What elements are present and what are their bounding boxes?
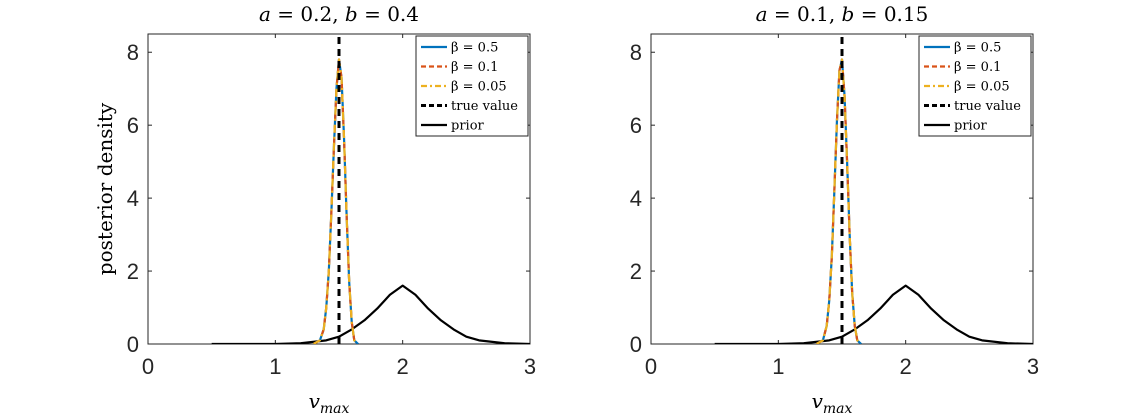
legend-label: β = 0.05: [954, 80, 1010, 95]
x-tick-label: 3: [524, 354, 536, 379]
legend-label: prior: [954, 119, 988, 134]
y-tick-label: 4: [630, 186, 642, 211]
y-tick-label: 0: [630, 332, 642, 357]
title-part: b: [842, 2, 855, 26]
chart-title: a = 0.2, b = 0.4: [259, 2, 419, 26]
series-line-4: [211, 284, 530, 344]
x-axis-label-subscript: max: [320, 401, 350, 415]
x-tick-label: 2: [900, 354, 912, 379]
x-tick-label: 0: [645, 354, 657, 379]
legend-label: β = 0.5: [451, 41, 498, 56]
x-axis-label: vmax: [812, 389, 853, 415]
x-tick-label: 2: [397, 354, 409, 379]
title-part: = 0.2,: [271, 2, 345, 26]
title-part: b: [345, 2, 358, 26]
x-axis-label-subscript: max: [823, 401, 853, 415]
legend-box: [415, 35, 529, 137]
legend-label: β = 0.05: [451, 80, 507, 95]
title-part: = 0.1,: [768, 2, 842, 26]
x-axis-label-main: v: [309, 389, 321, 413]
series-group: [211, 34, 530, 344]
y-tick-label: 8: [630, 40, 642, 65]
legend-label: true value: [954, 99, 1021, 114]
chart-panel-1: 0 1 2 3 0 2 4 6 8 a = 0.2, b = 0.4 vmax posterior d…: [93, 2, 536, 415]
y-tick-label: 4: [127, 186, 139, 211]
legend-box: [918, 35, 1032, 137]
y-tick-label: 2: [127, 259, 139, 284]
x-tick-label: 1: [772, 354, 784, 379]
series-line-1: [312, 58, 359, 344]
y-tick-label: 0: [127, 332, 139, 357]
series-line-4: [714, 284, 1033, 344]
legend-label: prior: [451, 119, 485, 134]
legend: β = 0.5 β = 0.1 β = 0.05 true value prior: [415, 35, 529, 137]
title-part: a: [259, 2, 271, 26]
legend-label: β = 0.1: [954, 60, 1001, 75]
x-tick-label: 1: [269, 354, 281, 379]
x-tick-label: 3: [1027, 354, 1039, 379]
chart-title: a = 0.1, b = 0.15: [756, 2, 929, 26]
legend-label: β = 0.1: [451, 60, 498, 75]
title-part: = 0.4: [358, 2, 419, 26]
y-tick-label: 8: [127, 40, 139, 65]
legend-label: true value: [451, 99, 518, 114]
y-axis-label: posterior density: [93, 102, 117, 275]
y-tick-label: 6: [630, 113, 642, 138]
legend: β = 0.5 β = 0.1 β = 0.05 true value prior: [918, 35, 1032, 137]
x-axis-label-main: v: [812, 389, 824, 413]
title-part: = 0.15: [854, 2, 928, 26]
legend-label: β = 0.5: [954, 41, 1001, 56]
title-part: a: [756, 2, 768, 26]
series-group: [714, 34, 1033, 344]
x-axis-label: vmax: [309, 389, 350, 415]
x-tick-label: 0: [142, 354, 154, 379]
y-tick-label: 2: [630, 259, 642, 284]
y-tick-label: 6: [127, 113, 139, 138]
